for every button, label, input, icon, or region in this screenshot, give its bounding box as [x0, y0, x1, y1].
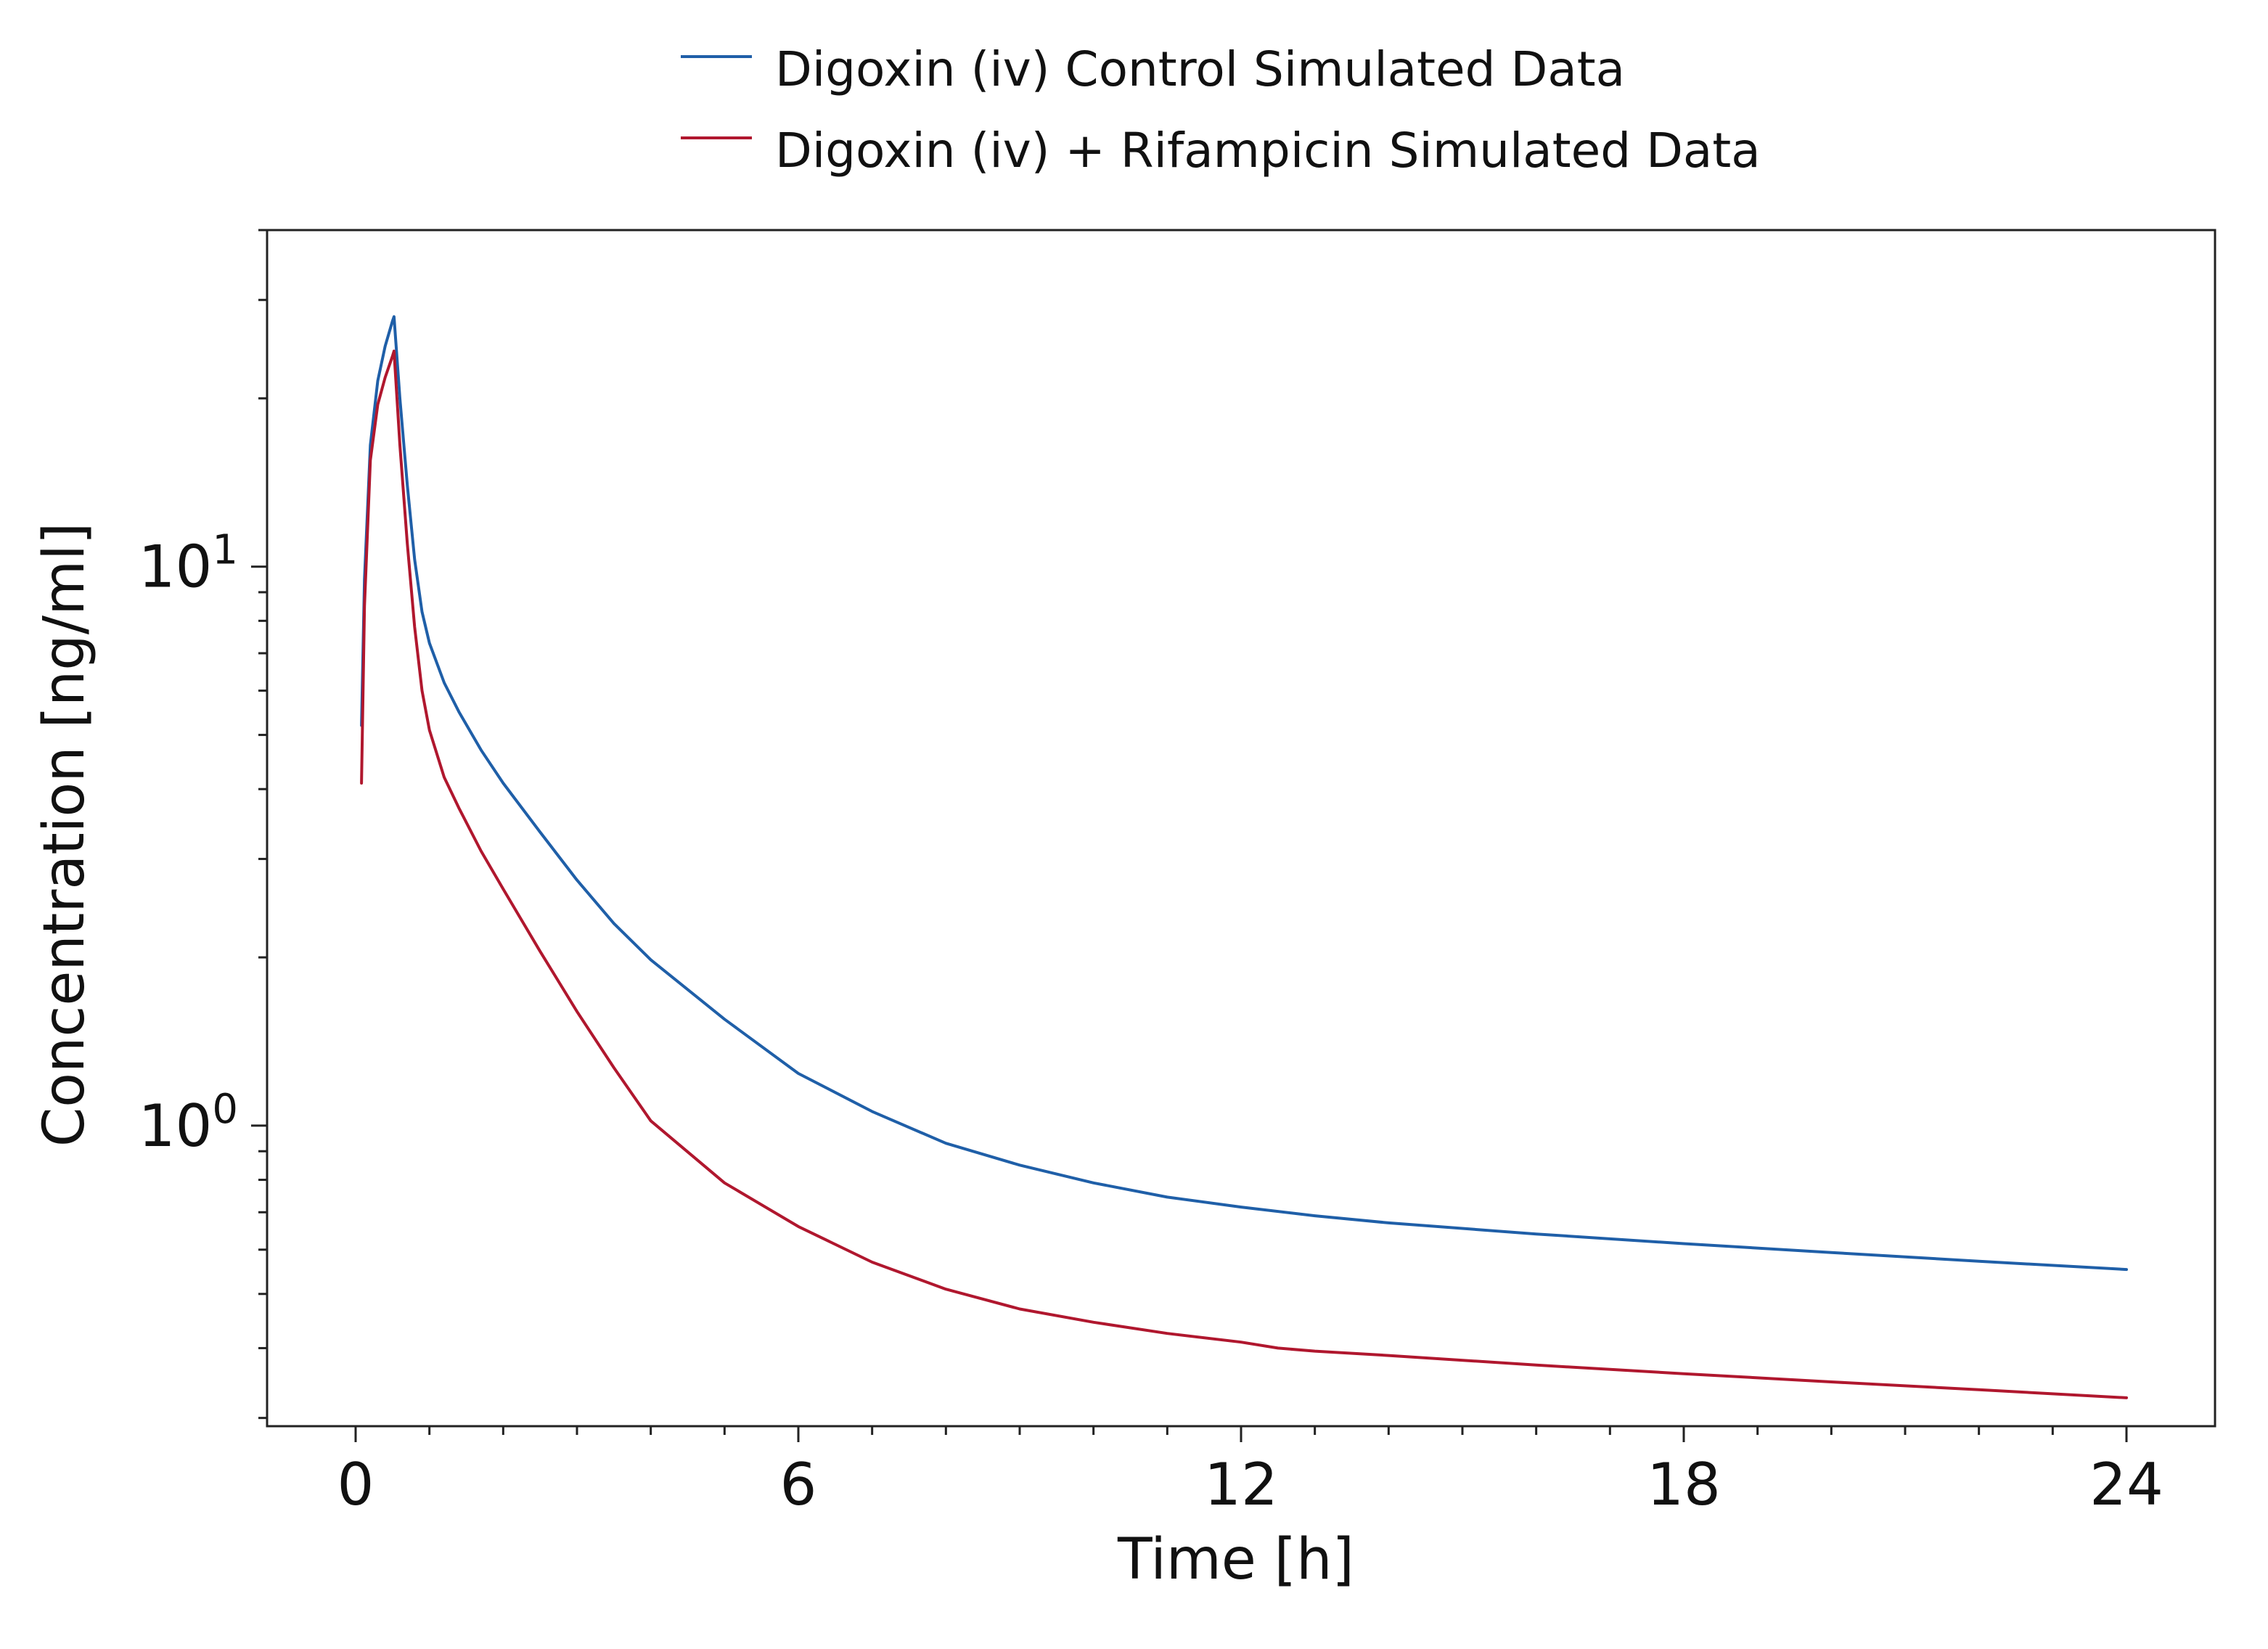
legend: Digoxin (iv) Control Simulated Data Digo…	[681, 41, 1761, 179]
series-layer	[360, 315, 2128, 1399]
y-axis-ticks: 100 101	[139, 229, 267, 1420]
series-line-rifampicin	[360, 349, 2128, 1399]
legend-label-rifampicin: Digoxin (iv) + Rifampicin Simulated Data	[775, 123, 1761, 179]
y-tick-label: 100	[139, 1086, 238, 1160]
legend-label-control: Digoxin (iv) Control Simulated Data	[775, 41, 1625, 97]
x-tick-label: 18	[1647, 1451, 1721, 1518]
x-tick-label: 0	[337, 1451, 374, 1518]
x-tick-label: 24	[2089, 1451, 2163, 1518]
series-line-control	[360, 315, 2128, 1272]
x-axis-title: Time [h]	[1117, 1527, 1354, 1592]
y-axis-title: Concentration [ng/ml]	[32, 523, 97, 1147]
y-tick-label: 101	[139, 527, 238, 601]
x-axis-ticks: 0 6 12 18 24	[337, 1426, 2163, 1518]
x-tick-label: 6	[780, 1451, 817, 1518]
x-tick-label: 12	[1204, 1451, 1278, 1518]
